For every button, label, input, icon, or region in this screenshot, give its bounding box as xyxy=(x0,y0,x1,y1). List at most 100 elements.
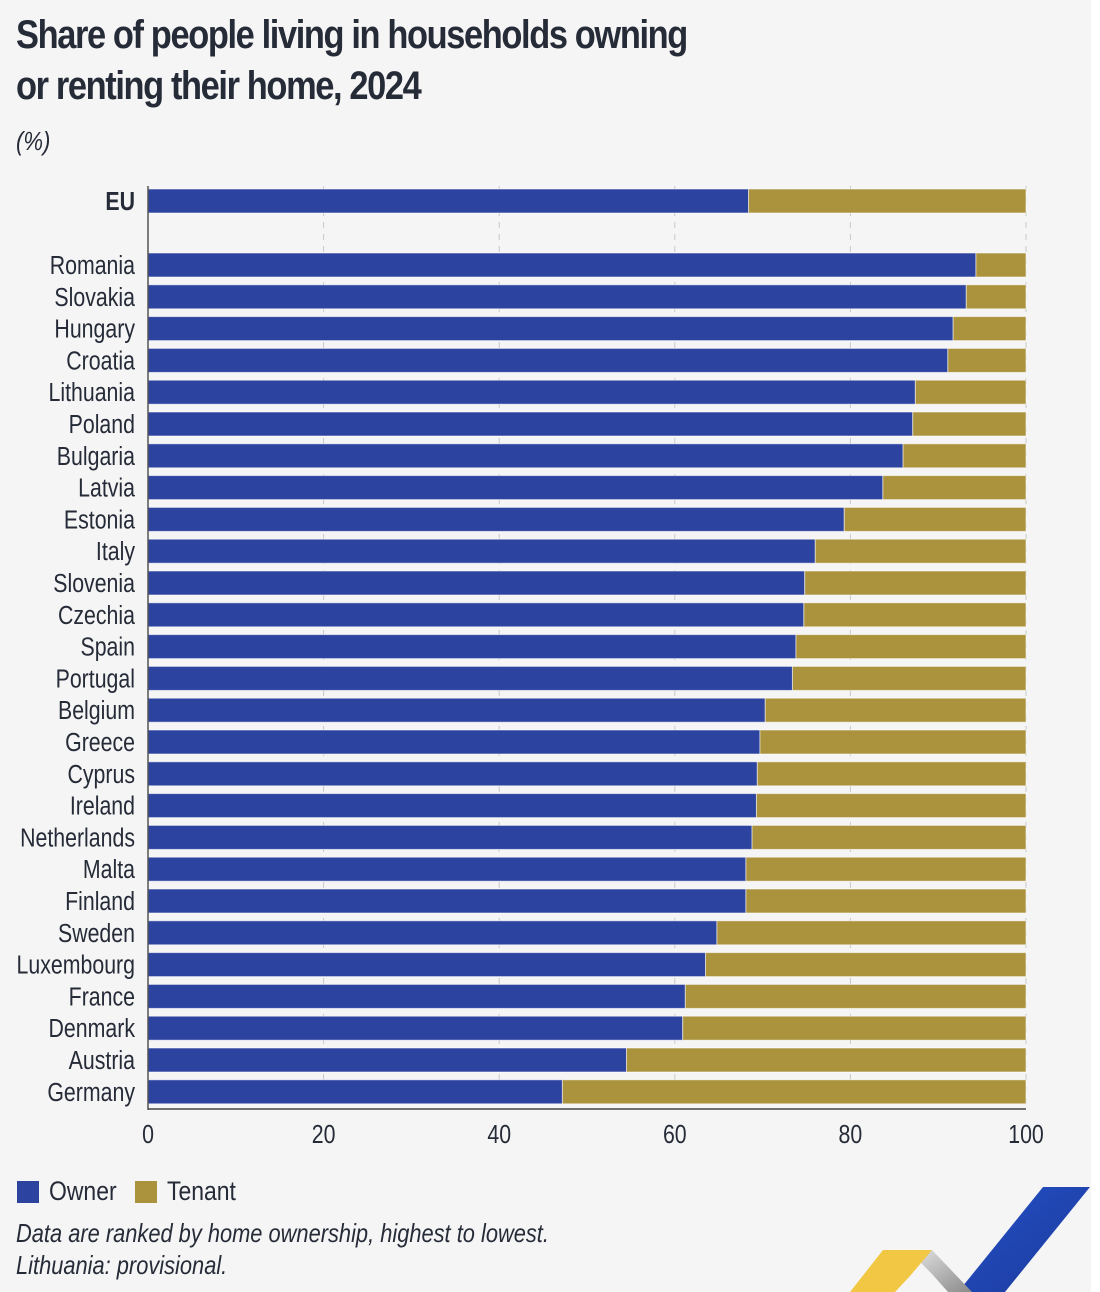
legend-item-owner: Owner xyxy=(17,1176,129,1207)
category-label-spain: Spain xyxy=(80,633,135,663)
legend-swatch-tenant xyxy=(134,1180,157,1203)
logo-gray-ribbon xyxy=(908,1250,972,1292)
category-label-denmark: Denmark xyxy=(49,1014,136,1044)
legend: Owner Tenant xyxy=(17,1176,248,1207)
x-tick-label-60: 60 xyxy=(663,1120,687,1150)
bar-owner-poland xyxy=(147,411,914,437)
note-lithuania: Lithuania: provisional. xyxy=(16,1250,228,1280)
bar-owner-cyprus xyxy=(147,761,758,787)
legend-swatch-owner xyxy=(17,1180,39,1203)
bar-owner-sweden xyxy=(147,920,718,946)
bar-tenant-croatia xyxy=(947,347,1027,373)
category-label-cyprus: Cyprus xyxy=(67,760,135,790)
category-label-poland: Poland xyxy=(69,410,135,440)
bar-owner-france xyxy=(147,983,686,1009)
bar-tenant-malta xyxy=(745,856,1027,882)
bar-tenant-germany xyxy=(561,1079,1027,1105)
bar-owner-bulgaria xyxy=(147,443,904,469)
bar-owner-czechia xyxy=(147,602,805,628)
category-label-slovakia: Slovakia xyxy=(54,283,135,313)
bar-owner-finland xyxy=(147,888,747,914)
bar-tenant-czechia xyxy=(803,602,1027,628)
bar-tenant-sweden xyxy=(716,920,1027,946)
bar-owner-slovakia xyxy=(147,284,967,310)
bar-tenant-italy xyxy=(814,538,1027,564)
category-label-portugal: Portugal xyxy=(56,664,135,694)
bar-owner-germany xyxy=(147,1079,563,1105)
legend-item-tenant: Tenant xyxy=(134,1176,248,1207)
bar-owner-ireland xyxy=(147,793,757,819)
title-line-2: or renting their home, 2024 xyxy=(16,64,422,108)
bar-tenant-belgium xyxy=(764,697,1027,723)
logo-blue-ribbon xyxy=(958,1187,1090,1292)
bar-tenant-portugal xyxy=(791,665,1027,691)
bar-tenant-denmark xyxy=(682,1015,1027,1041)
bar-tenant-slovakia xyxy=(965,284,1027,310)
bar-tenant-slovenia xyxy=(804,570,1027,596)
category-label-bulgaria: Bulgaria xyxy=(57,442,136,472)
bar-tenant-romania xyxy=(975,252,1027,278)
bar-owner-italy xyxy=(147,538,816,564)
category-label-greece: Greece xyxy=(65,728,135,758)
category-label-latvia: Latvia xyxy=(78,474,136,504)
category-label-lithuania: Lithuania xyxy=(48,378,135,408)
x-tick-label-20: 20 xyxy=(312,1120,336,1150)
x-tick-label-40: 40 xyxy=(487,1120,511,1150)
bar-owner-denmark xyxy=(147,1015,684,1041)
bar-owner-greece xyxy=(147,729,761,755)
bar-owner-netherlands xyxy=(147,824,753,850)
eurostat-logo xyxy=(850,1187,1090,1292)
category-label-finland: Finland xyxy=(65,887,135,917)
bar-owner-luxembourg xyxy=(147,952,707,978)
bar-owner-croatia xyxy=(147,347,949,373)
category-label-eu: EU xyxy=(105,187,135,217)
bar-owner-estonia xyxy=(147,506,845,532)
x-tick-label-80: 80 xyxy=(839,1120,863,1150)
bar-owner-belgium xyxy=(147,697,766,723)
title-line-1: Share of people living in households own… xyxy=(16,13,688,57)
bar-owner-eu xyxy=(147,188,750,214)
bar-owner-slovenia xyxy=(147,570,806,596)
category-label-germany: Germany xyxy=(47,1078,135,1108)
bar-owner-hungary xyxy=(147,316,954,342)
bar-owner-spain xyxy=(147,634,797,660)
category-label-luxembourg: Luxembourg xyxy=(17,951,135,981)
bar-chart: EU RomaniaSlovakiaHungaryCroatiaLithuania… xyxy=(17,186,1044,1150)
category-label-sweden: Sweden xyxy=(58,919,135,949)
category-label-czechia: Czechia xyxy=(58,601,136,631)
bar-tenant-latvia xyxy=(882,475,1027,501)
bar-owner-portugal xyxy=(147,665,793,691)
note-ranking: Data are ranked by home ownership, highe… xyxy=(16,1218,549,1248)
category-label-malta: Malta xyxy=(83,855,136,885)
bar-tenant-bulgaria xyxy=(902,443,1027,469)
legend-label-tenant: Tenant xyxy=(166,1176,236,1206)
bar-owner-austria xyxy=(147,1047,628,1073)
bar-owner-latvia xyxy=(147,475,884,501)
logo-yellow-ribbon xyxy=(850,1250,932,1292)
category-label-hungary: Hungary xyxy=(54,315,135,345)
bar-tenant-finland xyxy=(745,888,1027,914)
category-label-france: France xyxy=(69,982,135,1012)
category-label-netherlands: Netherlands xyxy=(20,823,135,853)
bar-tenant-luxembourg xyxy=(705,952,1027,978)
chart-title: Share of people living in households own… xyxy=(16,10,790,112)
bar-tenant-ireland xyxy=(755,793,1027,819)
bar-tenant-greece xyxy=(759,729,1027,755)
bar-tenant-spain xyxy=(795,634,1027,660)
bar-owner-lithuania xyxy=(147,379,916,405)
category-label-ireland: Ireland xyxy=(70,792,135,822)
x-tick-label-0: 0 xyxy=(142,1120,154,1150)
category-label-belgium: Belgium xyxy=(58,696,135,726)
bar-tenant-france xyxy=(684,983,1027,1009)
bar-tenant-eu xyxy=(748,188,1027,214)
category-label-italy: Italy xyxy=(96,537,135,567)
bar-owner-romania xyxy=(147,252,977,278)
x-tick-label-100: 100 xyxy=(1008,1120,1044,1150)
unit-label: (%) xyxy=(16,126,51,156)
category-label-slovenia: Slovenia xyxy=(53,569,135,599)
bar-tenant-lithuania xyxy=(914,379,1027,405)
legend-label-owner: Owner xyxy=(49,1176,117,1206)
bar-tenant-cyprus xyxy=(756,761,1027,787)
bar-tenant-austria xyxy=(626,1047,1027,1073)
category-label-croatia: Croatia xyxy=(66,346,135,376)
